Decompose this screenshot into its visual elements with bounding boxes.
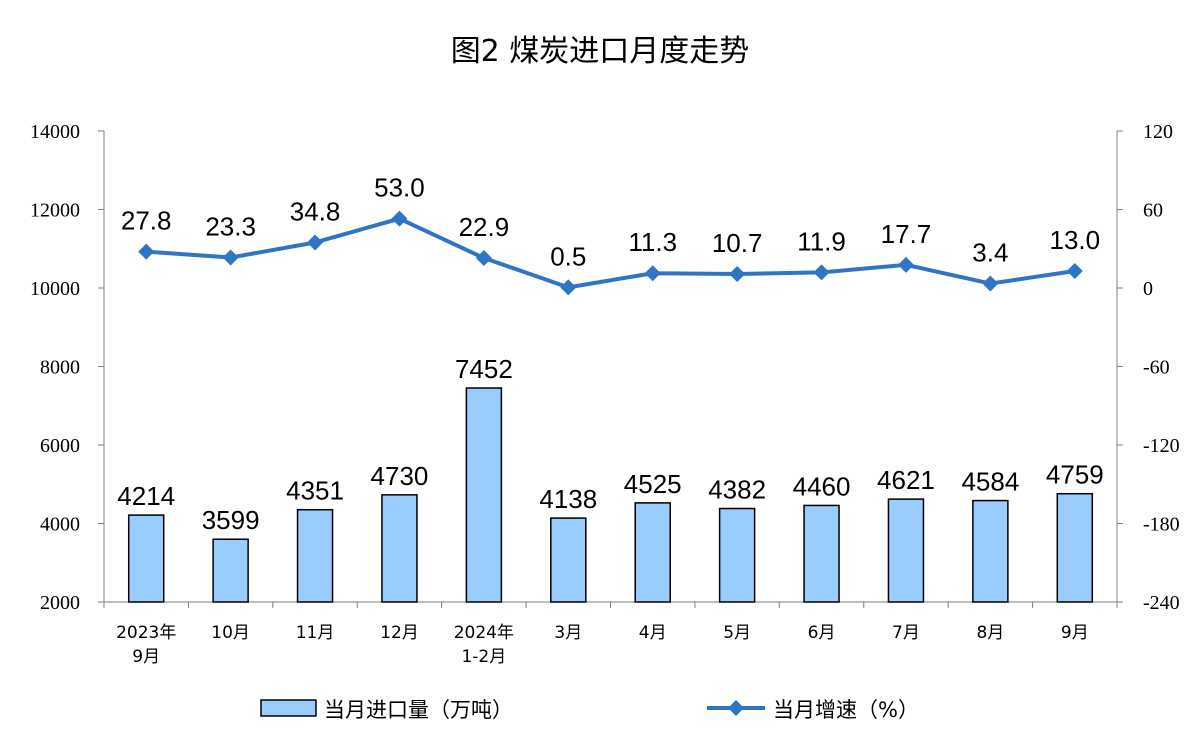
line-point: [391, 210, 408, 227]
bar-value-label: 4460: [793, 471, 851, 501]
bar: [634, 502, 671, 603]
line-point: [222, 249, 239, 266]
left-tick-label: 10000: [30, 278, 80, 300]
legend-bar-label: 当月进口量（万吨）: [324, 698, 513, 722]
chart-title: 图2 煤炭进口月度走势: [450, 34, 750, 69]
bar: [1056, 492, 1094, 603]
line-value-label: 53.0: [374, 173, 425, 203]
x-tick-label: 7月: [892, 623, 920, 643]
line-group: [138, 210, 1083, 296]
left-tick-label: 6000: [40, 435, 80, 457]
x-tick-label: 11月: [296, 623, 335, 643]
x-tick-label: 10月: [211, 623, 250, 643]
left-tick-label: 8000: [40, 357, 80, 379]
line-value-label: 11.3: [628, 227, 677, 257]
right-tick-label: -60: [1143, 357, 1170, 379]
x-tick-label: 4月: [639, 623, 667, 643]
bar: [803, 504, 840, 603]
line-point: [560, 279, 577, 296]
x-tick-label: 2023年: [116, 623, 176, 643]
bar: [465, 387, 503, 603]
bar: [381, 494, 418, 603]
line-point: [982, 275, 999, 292]
line-point: [307, 234, 324, 251]
line-point: [813, 264, 830, 281]
line-point: [729, 266, 746, 283]
left-tick-label: 12000: [30, 200, 80, 222]
bar-value-label: 4759: [1046, 460, 1104, 490]
line-value-label: 10.7: [712, 228, 763, 258]
bar-value-label: 3599: [202, 505, 260, 535]
bar: [718, 507, 756, 603]
left-tick-label: 4000: [40, 514, 80, 536]
right-tick-label: 60: [1143, 200, 1163, 222]
line-value-label: 13.0: [1049, 225, 1100, 255]
x-tick-label: 2024年: [454, 623, 514, 643]
bar: [296, 508, 334, 603]
line-value-label: 17.7: [881, 219, 932, 249]
line-value-label: 22.9: [459, 212, 510, 242]
x-tick-label: 1-2月: [461, 647, 506, 667]
line-point: [138, 243, 155, 260]
bar-value-label: 4138: [539, 484, 597, 514]
bar-value-label: 7452: [455, 354, 513, 384]
legend-line-label: 当月增速（%）: [773, 698, 919, 722]
line-point: [475, 250, 492, 267]
legend-bar-swatch: [260, 699, 317, 717]
line-point: [644, 265, 661, 282]
bar-value-label: 4730: [371, 461, 429, 491]
bar-value-label: 4351: [286, 476, 344, 506]
line-point: [1066, 262, 1083, 279]
bar-value-label: 4382: [708, 475, 766, 505]
line-value-label: 23.3: [205, 212, 256, 242]
growth-line: [146, 216, 1076, 290]
line-value-label: 34.8: [290, 196, 341, 226]
line-value-label: 3.4: [972, 238, 1008, 268]
bar-value-label: 4621: [877, 465, 935, 495]
bars-group: [127, 387, 1094, 603]
line-value-label: 0.5: [550, 241, 586, 271]
bar-value-label: 4525: [624, 469, 682, 499]
right-tick-label: -120: [1143, 435, 1180, 457]
left-tick-label: 14000: [30, 121, 80, 143]
bar-value-label: 4214: [117, 481, 175, 511]
line-point: [897, 256, 914, 273]
x-tick-label: 8月: [976, 623, 1004, 643]
bar: [212, 538, 249, 603]
line-value-label: 27.8: [121, 206, 172, 236]
x-tick-label: 3月: [554, 623, 582, 643]
x-tick-label: 9月: [1061, 623, 1089, 643]
x-tick-label: 5月: [723, 623, 751, 643]
right-tick-label: 120: [1143, 121, 1173, 143]
x-tick-label: 12月: [380, 623, 419, 643]
x-tick-label: 6月: [808, 623, 836, 643]
bar: [887, 498, 925, 603]
bar: [550, 517, 587, 603]
data-labels: 4214 3599 4351 4730 7452 4138 4525 4382 4460 4621…: [117, 173, 1103, 536]
right-tick-label: -240: [1143, 592, 1180, 614]
x-tick-label: 9月: [132, 647, 160, 667]
right-tick-label: -180: [1143, 514, 1180, 536]
axes: 2000 4000 6000 8000 10000 12000 14000 -240 -180 -…: [30, 121, 1180, 667]
right-tick-label: 0: [1143, 278, 1153, 300]
line-value-label: 11.9: [797, 226, 846, 256]
bar-value-label: 4584: [961, 467, 1019, 497]
legend: 当月进口量（万吨） 当月增速（%）: [260, 698, 919, 722]
bar: [972, 499, 1009, 603]
legend-line-marker: [728, 700, 744, 716]
bar: [127, 514, 165, 603]
left-tick-label: 2000: [40, 592, 80, 614]
